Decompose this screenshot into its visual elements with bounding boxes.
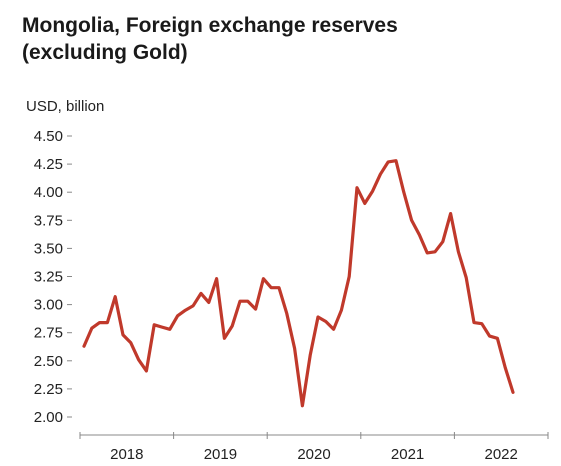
x-axis: 2018 2019 2020 2021 2022 — [79, 432, 549, 463]
y-tick-label: 2.00 — [34, 409, 63, 426]
y-tick-label: 3.00 — [34, 297, 63, 314]
x-tick-label: 2019 — [204, 446, 237, 463]
chart-title-line-2: (excluding Gold) — [22, 41, 188, 64]
y-tick-label: 3.75 — [34, 212, 63, 229]
x-tick-label: 2020 — [297, 446, 330, 463]
y-tick-label: 4.00 — [34, 184, 63, 201]
x-tick-label: 2018 — [110, 446, 143, 463]
series-line-fx-reserves — [82, 159, 515, 408]
plot-area — [82, 159, 515, 408]
y-axis-unit-label: USD, billion — [26, 98, 105, 115]
y-tick-label: 2.50 — [34, 353, 63, 370]
x-tick-label: 2022 — [485, 446, 518, 463]
y-tick-label: 3.50 — [34, 240, 63, 257]
y-tick-label: 2.75 — [34, 325, 63, 342]
y-axis-ticks: 4.50 4.25 4.00 3.75 3.50 3.25 3.00 2.75 2.50 2.25… — [34, 128, 72, 426]
y-tick-label: 2.25 — [34, 381, 63, 398]
y-tick-label: 4.25 — [34, 156, 63, 173]
y-tick-label: 3.25 — [34, 269, 63, 286]
x-tick-label: 2021 — [391, 446, 424, 463]
chart-title-line-1: Mongolia, Foreign exchange reserves — [22, 14, 398, 37]
chart-title: Mongolia, Foreign exchange reserves (exc… — [22, 12, 542, 66]
y-tick-label: 4.50 — [34, 128, 63, 145]
